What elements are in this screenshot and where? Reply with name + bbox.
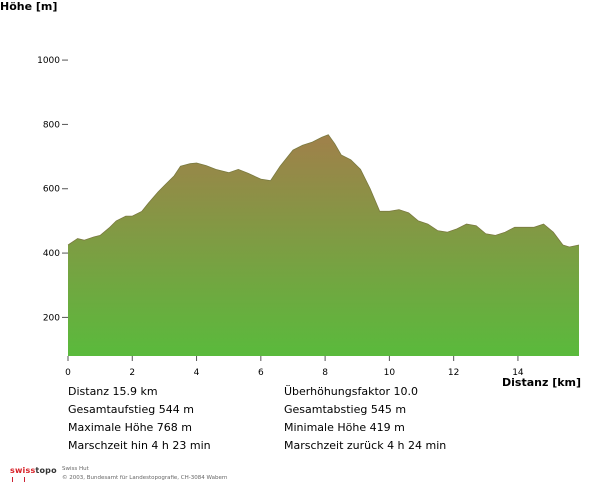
stat-walk-time-out: Marschzeit hin 4 h 23 min: [68, 439, 211, 452]
stat-walk-time-back: Marschzeit zurück 4 h 24 min: [284, 439, 447, 452]
x-tick-label: 0: [65, 368, 71, 378]
logo-tick-mark: [12, 477, 13, 482]
stat-total-descent: Gesamtabstieg 545 m: [284, 403, 407, 416]
elevation-profile-chart: 200 400 600 800 1000 0 2 4 6 8 10 12 14: [37, 56, 580, 378]
logo-topo-text: topo: [35, 466, 57, 475]
x-tick-label: 10: [384, 368, 396, 378]
stat-exaggeration: Überhöhungsfaktor 10.0: [284, 385, 418, 398]
x-tick-label: 4: [194, 368, 200, 378]
y-tick-label: 200: [43, 313, 60, 323]
footer-copyright-line: © 2003, Bundesamt für Landestopografie, …: [62, 475, 228, 481]
stats-panel: Distanz 15.9 km Überhöhungsfaktor 10.0 G…: [0, 383, 600, 463]
x-tick-label: 6: [258, 368, 264, 378]
y-tick-label: 800: [43, 120, 60, 130]
x-tick-label: 14: [512, 368, 524, 378]
x-tick-label: 8: [322, 368, 328, 378]
logo-swiss-text: swiss: [10, 466, 36, 475]
stat-distance: Distanz 15.9 km: [68, 385, 158, 398]
footer-product-line: Swiss Hut: [62, 466, 89, 472]
stat-total-ascent: Gesamtaufstieg 544 m: [68, 403, 194, 416]
stat-min-height: Minimale Höhe 419 m: [284, 421, 405, 434]
elevation-area: [68, 134, 579, 356]
y-axis-title: Höhe [m]: [0, 0, 58, 13]
x-axis-title: Distanz [km]: [502, 376, 582, 389]
stat-max-height: Maximale Höhe 768 m: [68, 421, 193, 434]
swisstopo-logo: swisstopo: [10, 466, 57, 475]
elevation-profile-line: [67, 134, 580, 248]
x-tick-label: 2: [129, 368, 135, 378]
y-tick-label: 600: [43, 185, 60, 195]
y-tick-label: 1000: [37, 56, 60, 66]
x-tick-label: 12: [448, 368, 459, 378]
logo-tick-mark: [24, 477, 25, 482]
y-tick-label: 400: [43, 249, 60, 259]
